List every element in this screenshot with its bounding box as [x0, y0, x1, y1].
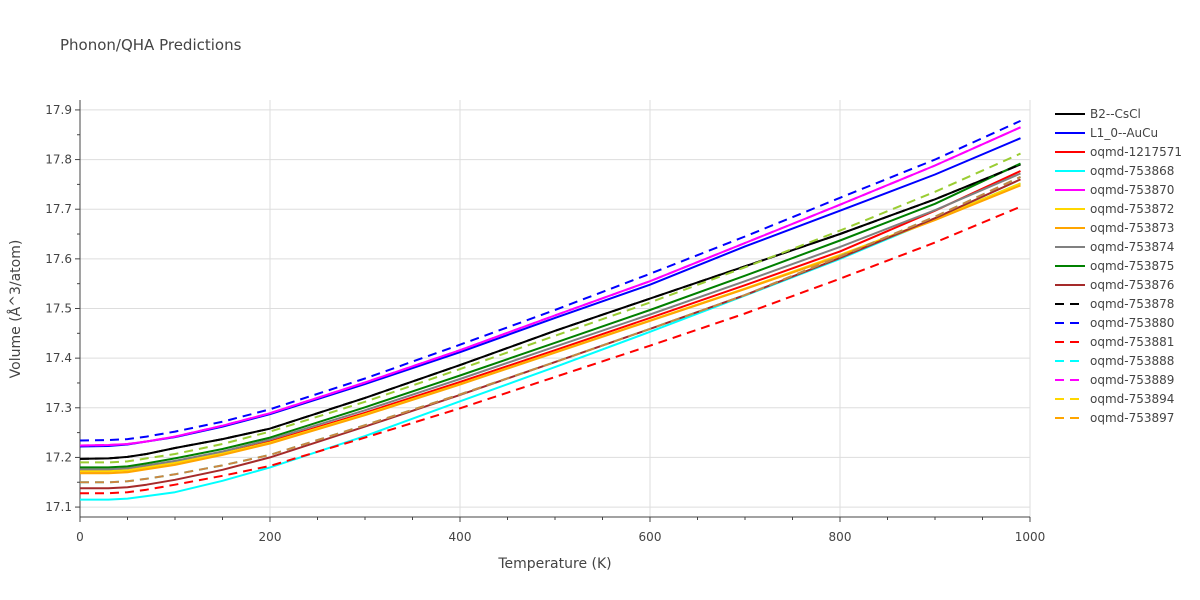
y-tick-label: 17.7	[45, 202, 72, 216]
legend-item-label[interactable]: oqmd-753876	[1090, 278, 1174, 292]
legend-item-label[interactable]: oqmd-753880	[1090, 316, 1174, 330]
x-tick-label: 1000	[1015, 530, 1046, 544]
legend-item-label[interactable]: oqmd-753881	[1090, 335, 1174, 349]
x-tick-label: 200	[259, 530, 282, 544]
grid	[80, 100, 1031, 517]
y-tick-label: 17.9	[45, 103, 72, 117]
legend-item-label[interactable]: oqmd-753875	[1090, 259, 1174, 273]
y-tick-label: 17.8	[45, 153, 72, 167]
x-tick-label: 600	[639, 530, 662, 544]
series-line-oqmd-753878	[79, 163, 1021, 460]
series-line-oqmd-753875	[80, 162, 1021, 469]
series-line-oqmd-753889	[79, 126, 1021, 447]
legend-item-label[interactable]: oqmd-753897	[1090, 411, 1174, 425]
legend-item-label[interactable]: oqmd-753878	[1090, 297, 1174, 311]
legend-item-label[interactable]: oqmd-753894	[1090, 392, 1174, 406]
axes: 0 200 400 600 800 1000 17.1 17.2 17.3 17.4 17.5 17.…	[45, 100, 1045, 544]
legend-item-label[interactable]: B2--CsCl	[1090, 107, 1141, 121]
legend-item-label[interactable]: oqmd-753872	[1090, 202, 1174, 216]
plot-area	[79, 119, 1021, 501]
y-tick-label: 17.3	[45, 401, 72, 415]
legend-item-label[interactable]: oqmd-753888	[1090, 354, 1174, 368]
legend-item-label[interactable]: oqmd-753873	[1090, 221, 1174, 235]
series-line-oqmd-753897	[80, 175, 1021, 484]
legend[interactable]: B2--CsCl L1_0--AuCu oqmd-1217571 oqmd-75386…	[1055, 107, 1182, 425]
series-line-oqmd-753873	[80, 184, 1021, 475]
chart-title: Phonon/QHA Predictions	[60, 36, 242, 54]
x-tick-label: 400	[449, 530, 472, 544]
legend-item-label[interactable]: oqmd-753870	[1090, 183, 1174, 197]
legend-item-label[interactable]: oqmd-753874	[1090, 240, 1174, 254]
y-tick-label: 17.5	[45, 302, 72, 316]
legend-item-label[interactable]: oqmd-1217571	[1090, 145, 1182, 159]
y-tick-label: 17.6	[45, 252, 72, 266]
y-tick-label: 17.4	[45, 351, 72, 365]
series-line-oqmd-753874	[80, 172, 1021, 471]
legend-item-label[interactable]: oqmd-753889	[1090, 373, 1174, 387]
series-line-oqmd-753894	[80, 152, 1021, 464]
y-axis-title: Volume (Å^3/atom)	[7, 240, 24, 379]
series-line-oqmd-753870	[79, 126, 1021, 447]
series-line-oqmd-753880	[79, 119, 1021, 442]
legend-item-label[interactable]: oqmd-753868	[1090, 164, 1174, 178]
series-line-oqmd-753872	[80, 182, 1021, 473]
x-axis-title: Temperature (K)	[497, 556, 611, 572]
legend-item-label[interactable]: L1_0--AuCu	[1090, 126, 1158, 140]
x-tick-label: 0	[76, 530, 84, 544]
series-line-oqmd-753881	[80, 205, 1021, 495]
y-tick-label: 17.2	[45, 450, 72, 464]
y-tick-label: 17.1	[45, 500, 72, 514]
series-line-oqmd-753888	[80, 175, 1021, 484]
series-line-L1_0--AuCu	[79, 137, 1021, 448]
series-line-B2--CsCl	[79, 163, 1021, 460]
series-line-oqmd-753876	[80, 178, 1021, 490]
x-tick-label: 800	[829, 530, 852, 544]
